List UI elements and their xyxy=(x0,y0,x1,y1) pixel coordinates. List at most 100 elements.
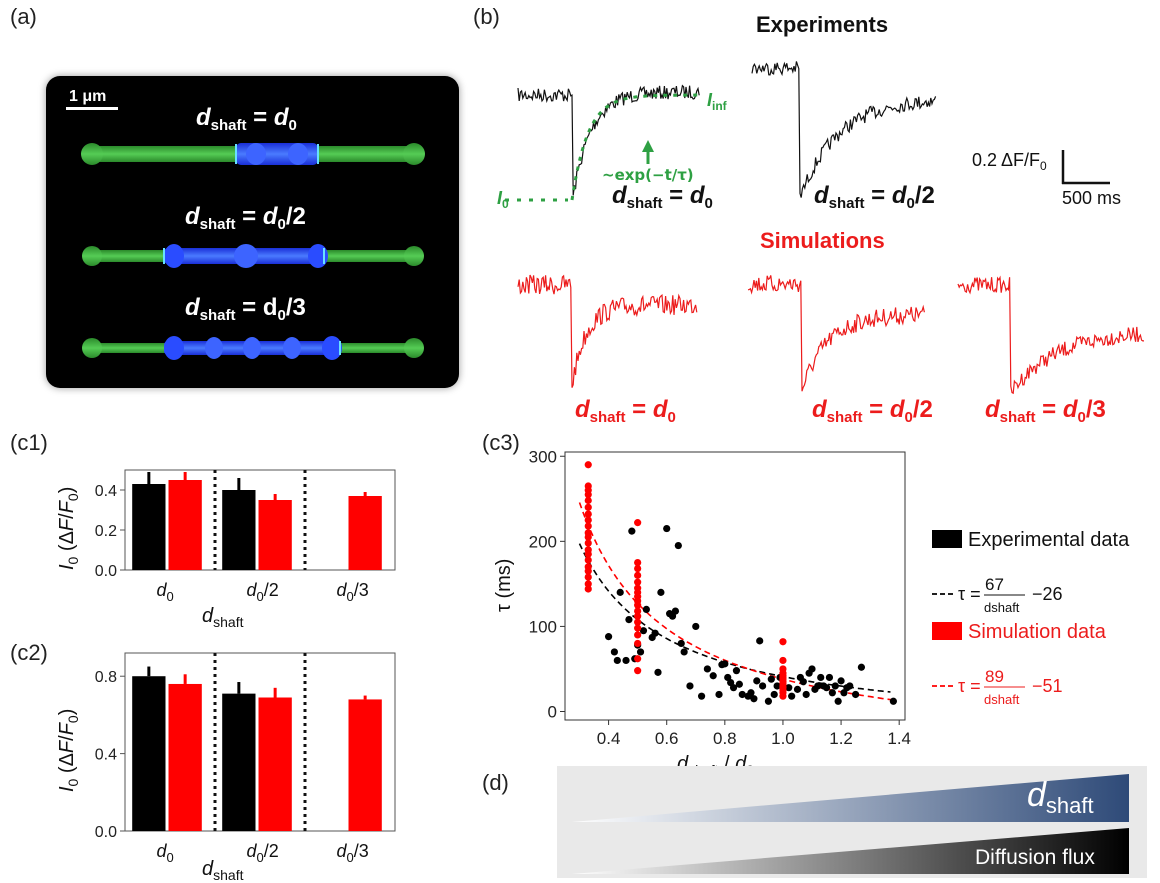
exp-label-1: dshaft = d0 xyxy=(612,182,713,212)
data-point xyxy=(692,622,700,631)
scale-bar-label: 1 μm xyxy=(69,88,107,105)
data-point xyxy=(834,697,842,705)
data-point xyxy=(680,648,688,656)
panel-label-a: (a) xyxy=(10,4,37,29)
data-point xyxy=(654,668,662,676)
x-tick-label: d0/2 xyxy=(247,841,279,865)
model-label-3: dshaft = d0/3 xyxy=(185,294,306,324)
data-point xyxy=(756,637,764,645)
data-point xyxy=(703,665,711,673)
bar xyxy=(348,699,382,831)
fit-curve xyxy=(578,502,891,701)
data-point xyxy=(817,673,825,682)
y-axis-label: I0 (ΔF/F0) xyxy=(56,487,81,570)
data-point xyxy=(814,682,822,690)
y-tick-label: 0.2 xyxy=(95,523,117,540)
data-point xyxy=(584,573,592,581)
data-point xyxy=(663,524,671,533)
data-point xyxy=(825,673,834,682)
chart-c2: 0.0 0.4 0.8 d0 d0/2 d0/3 I0 (ΔF/F0) dshaft xyxy=(56,652,396,881)
bar xyxy=(132,676,166,831)
data-point xyxy=(802,690,810,699)
x-axis-label: dshaft xyxy=(202,858,244,881)
plot-frame xyxy=(564,451,906,721)
scale-bar: 1 μm xyxy=(66,88,118,110)
flux-wedge xyxy=(572,828,1129,874)
chart-c3: 0.4 0.6 0.8 1.0 1.2 1.4 0 100 200 300 τ (ms) dshaft… xyxy=(493,447,1130,770)
panel-d: dshaft Diffusion flux xyxy=(557,766,1147,878)
experiments-title: Experiments xyxy=(756,12,889,37)
data-point xyxy=(634,655,642,663)
data-point xyxy=(616,588,624,596)
panel-label-c3: (c3) xyxy=(482,430,520,455)
trace-panel xyxy=(505,61,1144,395)
data-point xyxy=(709,672,717,680)
data-point xyxy=(729,684,738,692)
data-point xyxy=(584,580,592,588)
data-point xyxy=(584,490,592,499)
data-point xyxy=(822,684,831,692)
data-point xyxy=(634,571,642,579)
x-axis-label: dshaft xyxy=(202,605,244,630)
data-point xyxy=(759,682,767,690)
legend-fit-num: 67 xyxy=(985,575,1004,594)
bar xyxy=(222,693,256,831)
y-tick-label: 0.8 xyxy=(95,669,117,686)
dendrite-models xyxy=(81,143,425,360)
data-point xyxy=(851,690,860,699)
exp-label-2: dshaft = d0/2 xyxy=(814,182,935,212)
x-tick-label: d0/2 xyxy=(247,580,279,604)
legend-fit-den: dshaft xyxy=(984,600,1020,615)
data-point xyxy=(584,533,592,541)
x-tick-label: d0/3 xyxy=(337,841,369,865)
data-point xyxy=(846,682,854,690)
data-point xyxy=(671,607,680,615)
x-tick-label: 0.4 xyxy=(597,729,621,748)
data-point xyxy=(738,690,746,699)
data-point xyxy=(584,516,592,524)
data-point xyxy=(584,522,592,530)
panel-a-figure: 1 μm xyxy=(46,76,459,388)
annot-exp: ~exp(−t/τ) xyxy=(602,166,694,184)
data-point xyxy=(732,667,741,675)
x-tick-label: 0.8 xyxy=(713,729,737,748)
x-tick-label: 0.6 xyxy=(655,729,679,748)
panel-label-b: (b) xyxy=(473,4,500,29)
gradient-wedges xyxy=(572,774,1129,874)
legend-fit-num: 89 xyxy=(985,667,1004,686)
data-point xyxy=(747,689,755,697)
sim-label-3: dshaft = d0/3 xyxy=(985,396,1106,426)
data-point xyxy=(634,624,642,632)
data-point xyxy=(604,633,613,641)
data-point xyxy=(715,690,723,699)
data-point xyxy=(785,684,793,692)
data-point xyxy=(584,539,592,547)
scale-bar-line xyxy=(66,107,118,110)
bar xyxy=(258,697,292,831)
trace-sim-d0-half xyxy=(747,275,925,392)
legend-label: Experimental data xyxy=(968,529,1130,551)
trace-exp-d0-half xyxy=(751,61,937,198)
dshaft-label: dshaft xyxy=(1027,776,1094,818)
model-label-2: dshaft = d0/2 xyxy=(185,203,306,233)
data-point xyxy=(639,627,648,635)
model-label-1: dshaft = d0 xyxy=(196,104,297,134)
data-point xyxy=(634,667,642,675)
data-point xyxy=(657,588,665,596)
legend-label: Simulation data xyxy=(968,621,1107,643)
panel-label-d: (d) xyxy=(482,770,509,795)
data-point xyxy=(610,648,619,656)
data-point xyxy=(584,496,592,505)
data-point xyxy=(651,629,659,637)
data-point xyxy=(634,564,642,573)
data-point xyxy=(788,692,796,700)
data-point xyxy=(767,675,775,683)
y-tick-label: 0 xyxy=(548,702,557,721)
bar xyxy=(168,683,202,831)
annot-iinf: Iinf xyxy=(707,90,727,113)
data-point xyxy=(584,556,592,564)
data-point xyxy=(625,616,633,624)
sim-label-2: dshaft = d0/2 xyxy=(812,396,933,426)
data-point xyxy=(697,692,706,700)
y-tick-label: 300 xyxy=(529,447,557,466)
